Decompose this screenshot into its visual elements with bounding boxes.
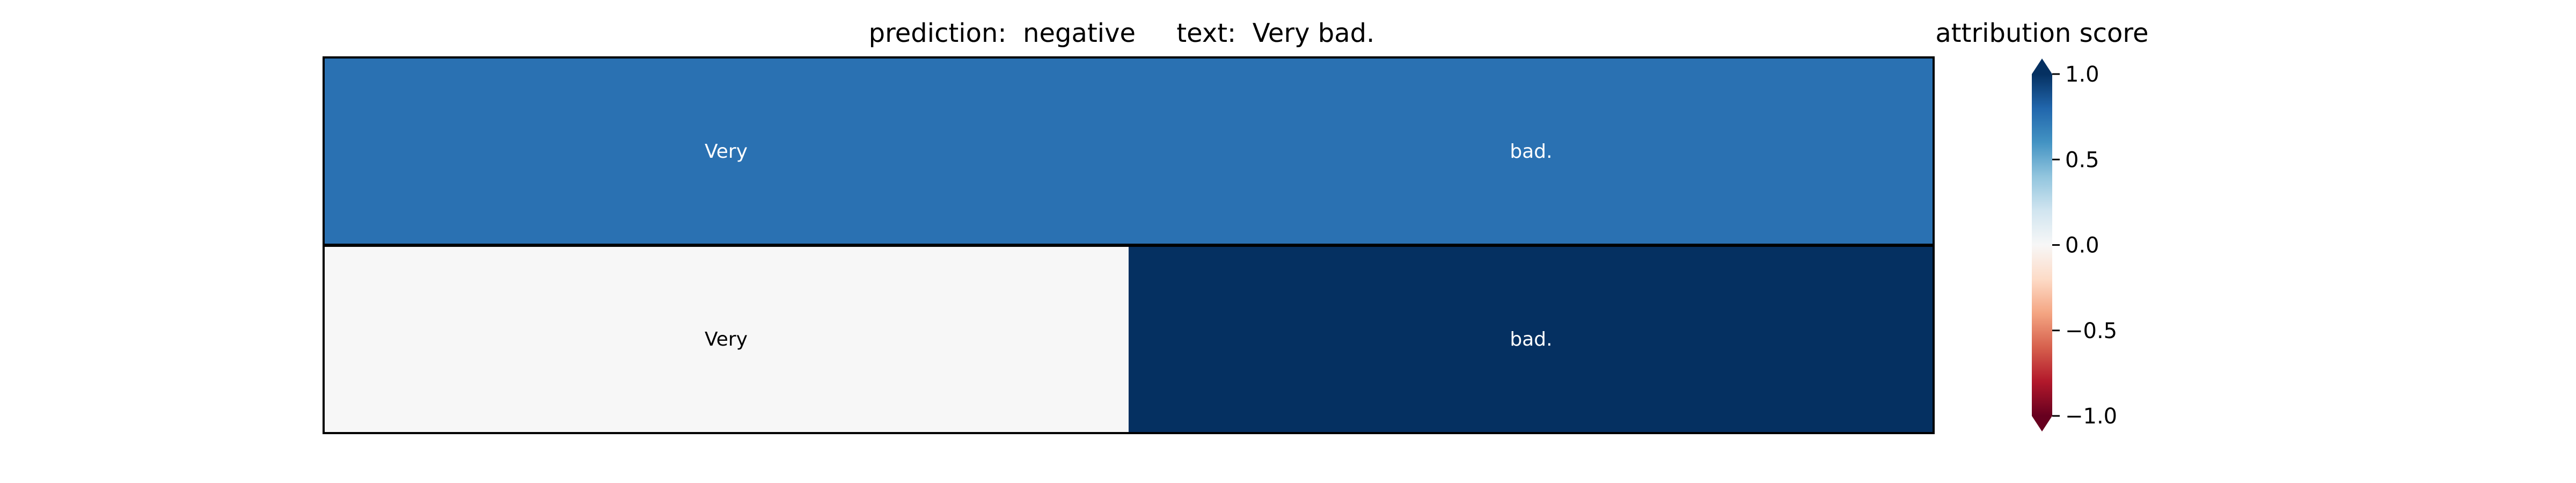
colorbar-gradient [2032,74,2052,416]
colorbar: 1.0 0.5 0.0 −0.5 −1.0 [2032,58,2117,431]
heatmap-cell-label-r1-c1: bad. [1510,328,1552,350]
colorbar-tick-label: −1.0 [2065,404,2117,429]
heatmap-cells [324,57,1934,433]
heatmap-cell-label-r1-c0: Very [705,328,748,350]
heatmap-cell-r1-c1 [1129,245,1934,433]
colorbar-extend-max [2032,58,2052,74]
colorbar-ticks: 1.0 0.5 0.0 −0.5 −1.0 [2052,62,2117,429]
heatmap-cell-label-r0-c1: bad. [1510,141,1552,163]
colorbar-title: attribution score [1935,18,2148,48]
heatmap-frame [323,56,1935,434]
colorbar-tick-label: 0.0 [2065,233,2099,258]
heatmap-cell-r0-c1 [1129,57,1934,245]
heatmap-cell-r1-c0 [324,245,1129,433]
colorbar-tick-label: 1.0 [2065,62,2099,87]
colorbar-tick-label: 0.5 [2065,148,2099,172]
heatmap-cell-labels: Very bad. Very bad. [324,141,1934,350]
heatmap-cell-r0-c0 [324,57,1129,245]
chart-title: prediction: negative text: Very bad. [869,18,1375,48]
colorbar-tick-label: −0.5 [2065,319,2117,343]
heatmap-cell-label-r0-c0: Very [705,141,748,163]
colorbar-extend-min [2032,416,2052,431]
